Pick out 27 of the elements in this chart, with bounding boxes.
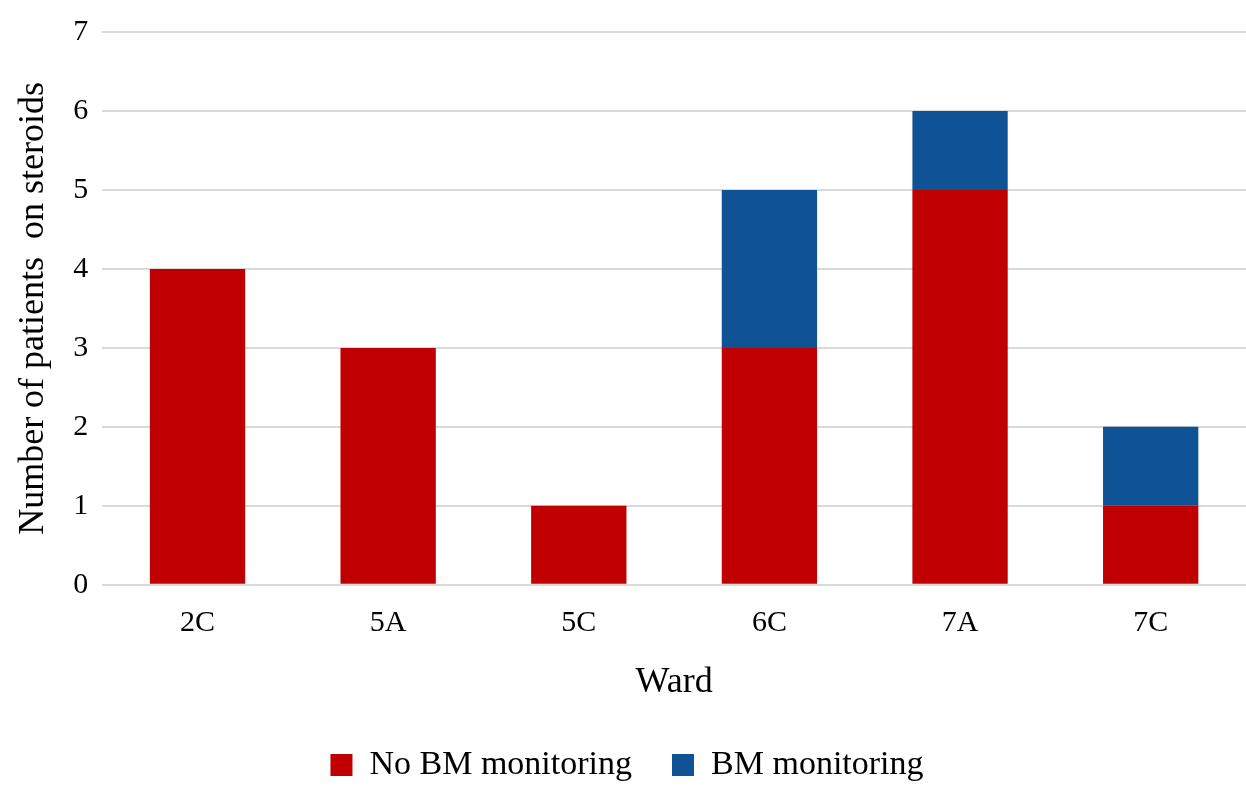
y-tick-label: 4	[73, 249, 89, 283]
bar	[912, 110, 1008, 190]
y-axis-title: Number of patients on steroids	[11, 81, 52, 535]
bar	[1103, 426, 1199, 506]
x-tick-label: 6C	[751, 603, 787, 637]
x-tick-label: 2C	[180, 603, 216, 637]
bar	[531, 505, 627, 584]
y-tick-label: 2	[73, 407, 89, 441]
x-axis-title: Ward	[635, 659, 713, 700]
x-tick-label: 7C	[1133, 603, 1169, 637]
legend-label: BM monitoring	[711, 743, 924, 781]
y-tick-label: 1	[73, 486, 89, 520]
bar	[149, 268, 246, 584]
bar	[340, 347, 436, 584]
y-tick-label: 7	[73, 12, 89, 46]
legend-label: No BM monitoring	[369, 743, 633, 781]
bar	[1103, 505, 1199, 584]
x-tick-label: 7A	[941, 603, 979, 637]
bar	[721, 347, 818, 584]
bar	[912, 189, 1008, 584]
y-tick-label: 3	[73, 328, 89, 362]
x-tick-label: 5C	[561, 603, 597, 637]
y-tick-label: 6	[73, 91, 89, 125]
y-tick-label: 0	[73, 565, 89, 599]
y-tick-label: 5	[73, 170, 89, 204]
x-tick-label: 5A	[369, 603, 407, 637]
bar	[721, 189, 818, 348]
